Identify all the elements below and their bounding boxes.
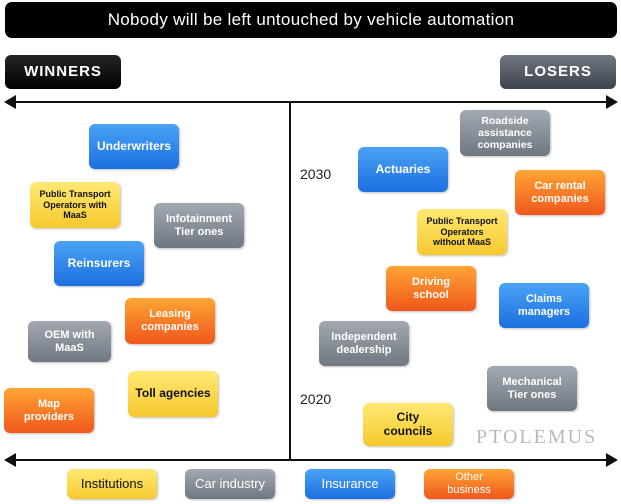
- legend-institutions: Institutions: [67, 469, 157, 499]
- bottom-axis: [12, 459, 609, 461]
- ptolemus-watermark: PTOLEMUS: [476, 426, 598, 448]
- page-title: Nobody will be left untouched by vehicle…: [5, 2, 617, 38]
- box-leasing-companies: Leasing companies: [125, 298, 215, 344]
- losers-label: LOSERS: [500, 55, 616, 89]
- box-reinsurers: Reinsurers: [54, 241, 144, 286]
- year-2030-label: 2030: [298, 166, 334, 182]
- box-driving-school: Driving school: [386, 266, 476, 311]
- bottom-axis-right-arrow-icon: [606, 453, 618, 467]
- timeline-axis: [289, 101, 291, 459]
- legend-other-business: Other business: [424, 469, 514, 499]
- box-claims-managers: Claims managers: [499, 283, 589, 328]
- legend-car-industry: Car industry: [185, 469, 275, 499]
- box-public-transport-with-maas: Public Transport Operators with MaaS: [30, 182, 120, 228]
- box-car-rental-companies: Car rental companies: [515, 170, 605, 215]
- box-mechanical-tier-ones: Mechanical Tier ones: [487, 366, 577, 411]
- box-toll-agencies: Toll agencies: [128, 371, 218, 417]
- box-roadside-assistance: Roadside assistance companies: [460, 110, 550, 156]
- legend-insurance: Insurance: [305, 469, 395, 499]
- box-city-councils: City councils: [363, 403, 453, 446]
- box-oem-with-maas: OEM with MaaS: [28, 321, 111, 362]
- year-2020-label: 2020: [298, 391, 334, 407]
- box-public-transport-without-maas: Public Transport Operators without MaaS: [417, 209, 507, 255]
- box-infotainment-tier-ones: Infotainment Tier ones: [154, 203, 244, 248]
- bottom-axis-left-arrow-icon: [4, 453, 16, 467]
- box-independent-dealership: Independent dealership: [319, 321, 409, 366]
- top-axis-left-arrow-icon: [4, 95, 16, 109]
- top-axis-right-arrow-icon: [606, 95, 618, 109]
- box-map-providers: Map providers: [4, 388, 94, 433]
- box-underwriters: Underwriters: [89, 124, 179, 169]
- winners-label: WINNERS: [5, 55, 121, 89]
- top-axis: [12, 101, 609, 103]
- box-actuaries: Actuaries: [358, 147, 448, 192]
